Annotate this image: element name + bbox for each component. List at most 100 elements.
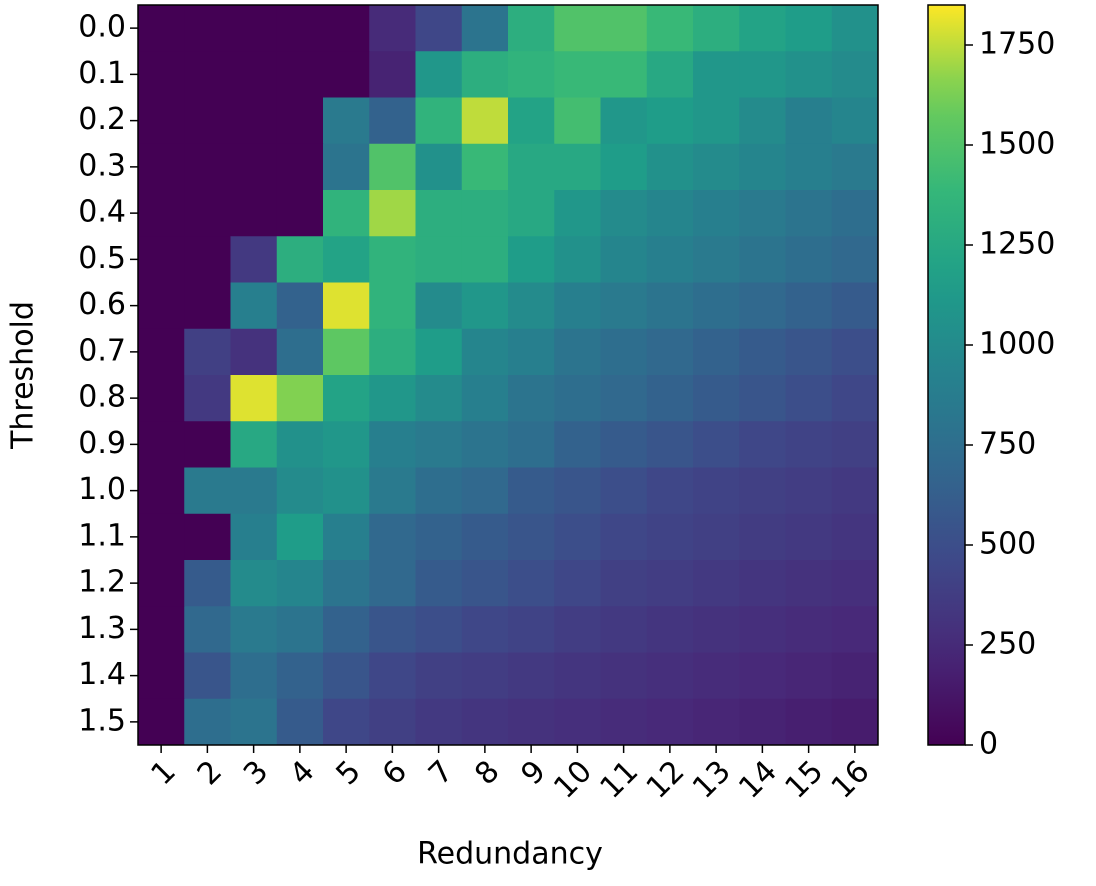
x-tick-label: 3	[237, 754, 275, 792]
heatmap-cell	[415, 606, 463, 653]
heatmap-cell	[739, 236, 786, 283]
heatmap-cell	[184, 606, 231, 653]
heatmap-cell	[369, 375, 416, 422]
heatmap-cell	[508, 97, 555, 145]
heatmap-cell	[415, 652, 463, 700]
heatmap-cell	[508, 5, 555, 52]
heatmap-cell	[138, 560, 185, 607]
heatmap-cell	[785, 5, 833, 52]
y-tick-label: 1.3	[78, 611, 126, 646]
y-tick-label: 0.4	[78, 195, 126, 230]
x-tick-label: 2	[191, 754, 229, 792]
heatmap-cell	[369, 652, 416, 700]
heatmap-cell	[369, 467, 416, 515]
heatmap-cell	[554, 51, 601, 98]
heatmap-cell	[369, 606, 416, 653]
heatmap-cell	[646, 190, 694, 237]
heatmap-cell	[138, 51, 185, 98]
heatmap-cell	[831, 236, 879, 283]
heatmap-cell	[461, 328, 509, 376]
heatmap-cell	[508, 467, 555, 515]
heatmap-cell	[276, 328, 324, 376]
heatmap-cell	[184, 51, 231, 98]
heatmap-cell	[646, 97, 694, 145]
heatmap-cell	[461, 513, 509, 561]
heatmap-cell	[831, 652, 879, 700]
x-axis-label: Redundancy	[417, 837, 603, 872]
heatmap-cell	[138, 143, 185, 191]
heatmap-cell	[693, 236, 740, 283]
heatmap-cell	[831, 282, 879, 330]
heatmap-cell	[646, 421, 694, 468]
heatmap-cell	[785, 421, 833, 468]
x-tick-label: 8	[468, 754, 506, 792]
heatmap-cell	[369, 698, 416, 746]
y-tick-label: 0.0	[78, 10, 126, 45]
heatmap-cell	[276, 606, 324, 653]
heatmap-cell	[831, 51, 879, 98]
heatmap-cell	[646, 513, 694, 561]
heatmap-cell	[785, 97, 833, 145]
heatmap-cell	[276, 652, 324, 700]
heatmap-cell	[739, 652, 786, 700]
x-tick-label: 11	[594, 754, 646, 806]
heatmap-cell	[323, 328, 370, 376]
heatmap-cell	[508, 236, 555, 283]
heatmap-cell	[415, 421, 463, 468]
heatmap-cell	[138, 375, 185, 422]
heatmap-cell	[138, 97, 185, 145]
heatmap-cell	[323, 236, 370, 283]
heatmap-cell	[554, 190, 601, 237]
heatmap-cell	[739, 375, 786, 422]
heatmap-cell	[646, 282, 694, 330]
heatmap-cell	[230, 51, 278, 98]
heatmap-cell	[693, 375, 740, 422]
heatmap-cell	[508, 421, 555, 468]
heatmap-cell	[138, 282, 185, 330]
heatmap-cell	[323, 606, 370, 653]
heatmap-cell	[600, 51, 648, 98]
heatmap-cell	[461, 467, 509, 515]
heatmap-cell	[369, 282, 416, 330]
heatmap-cell	[230, 375, 278, 422]
heatmap-cell	[600, 328, 648, 376]
heatmap-cell	[230, 698, 278, 746]
colorbar-tick-label: 1250	[979, 227, 1055, 262]
colorbar-tick-label: 1500	[979, 127, 1055, 162]
heatmap-cell	[739, 143, 786, 191]
colorbar-tick-label: 0	[979, 727, 998, 762]
heatmap-cell	[184, 560, 231, 607]
heatmap-cell	[461, 421, 509, 468]
heatmap-cell	[461, 282, 509, 330]
heatmap-cell	[323, 97, 370, 145]
heatmap-cell	[600, 375, 648, 422]
heatmap-cell	[739, 328, 786, 376]
heatmap-cell	[415, 236, 463, 283]
heatmap-cell	[369, 97, 416, 145]
heatmap-cell	[184, 467, 231, 515]
heatmap-cell	[276, 698, 324, 746]
heatmap-cell	[323, 698, 370, 746]
heatmap-cell	[461, 143, 509, 191]
heatmap-cell	[323, 5, 370, 52]
heatmap-cell	[554, 375, 601, 422]
heatmap-cell	[693, 282, 740, 330]
heatmap-cell	[831, 513, 879, 561]
heatmap-cell	[415, 328, 463, 376]
heatmap-cell	[230, 328, 278, 376]
heatmap-cell	[323, 560, 370, 607]
heatmap-cell	[138, 698, 185, 746]
heatmap-cell	[739, 282, 786, 330]
heatmap-cell	[461, 606, 509, 653]
heatmap-cell	[693, 51, 740, 98]
heatmap-cell	[138, 328, 185, 376]
heatmap-cell	[554, 513, 601, 561]
heatmap-cell	[739, 51, 786, 98]
x-tick-label: 14	[732, 754, 784, 806]
plot-frame	[137, 4, 879, 746]
heatmap-cell	[600, 190, 648, 237]
heatmap-cell	[138, 421, 185, 468]
heatmap-cell	[739, 606, 786, 653]
heatmap-cell	[739, 5, 786, 52]
